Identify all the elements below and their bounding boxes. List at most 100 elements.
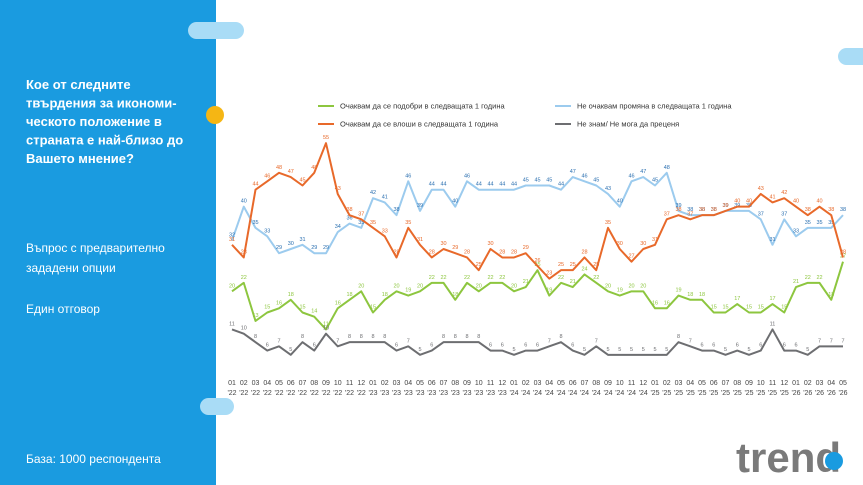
x-tick-label: '23 xyxy=(462,390,471,397)
data-label: 15 xyxy=(746,305,752,311)
x-tick-label: '24 xyxy=(521,390,530,397)
x-tick-label: '22 xyxy=(286,390,295,397)
x-tick-label: '24 xyxy=(533,390,542,397)
x-tick-label: '23 xyxy=(474,390,483,397)
data-label: 39 xyxy=(417,203,423,209)
x-tick-label: '24 xyxy=(603,390,612,397)
x-tick-label: '22 xyxy=(251,390,260,397)
data-label: 6 xyxy=(430,343,433,349)
x-tick-label: 10 xyxy=(475,380,483,387)
data-label: 5 xyxy=(418,347,421,353)
data-label: 34 xyxy=(335,224,341,230)
data-label: 40 xyxy=(734,199,740,205)
data-label: 30 xyxy=(440,241,446,247)
data-label: 6 xyxy=(700,343,703,349)
data-label: 8 xyxy=(477,334,480,340)
x-tick-label: 01 xyxy=(369,380,377,387)
x-tick-label: '26 xyxy=(815,390,824,397)
x-tick-label: 07 xyxy=(581,380,589,387)
x-tick-label: 06 xyxy=(287,380,295,387)
data-label: 46 xyxy=(581,173,587,179)
x-tick-label: 03 xyxy=(252,380,260,387)
x-tick-label: 04 xyxy=(545,380,553,387)
data-label: 43 xyxy=(758,186,764,192)
x-tick-label: '22 xyxy=(274,390,283,397)
data-label: 38 xyxy=(393,207,399,213)
data-label: 38 xyxy=(828,207,834,213)
data-label: 6 xyxy=(395,343,398,349)
logo-text: trend xyxy=(736,434,841,481)
data-label: 22 xyxy=(593,275,599,281)
data-label: 15 xyxy=(722,305,728,311)
data-label: 41 xyxy=(382,194,388,200)
data-label: 46 xyxy=(628,173,634,179)
data-label: 6 xyxy=(266,343,269,349)
x-tick-label: '22 xyxy=(345,390,354,397)
data-label: 8 xyxy=(371,334,374,340)
data-label: 15 xyxy=(299,305,305,311)
data-label: 7 xyxy=(689,338,692,344)
data-label: 5 xyxy=(724,347,727,353)
data-label: 15 xyxy=(781,305,787,311)
data-label: 55 xyxy=(323,135,329,141)
data-label: 30 xyxy=(617,241,623,247)
data-label: 21 xyxy=(523,279,529,285)
x-tick-label: '23 xyxy=(392,390,401,397)
x-tick-label: '26 xyxy=(791,390,800,397)
x-tick-label: '22 xyxy=(321,390,330,397)
x-tick-label: '24 xyxy=(592,390,601,397)
data-label: 7 xyxy=(595,338,598,344)
title-line: твърдения за икономи- xyxy=(26,96,177,111)
x-tick-label: 05 xyxy=(698,380,706,387)
x-tick-label: '25 xyxy=(721,390,730,397)
x-tick-label: 04 xyxy=(263,380,271,387)
data-label: 46 xyxy=(464,173,470,179)
data-label: 28 xyxy=(499,249,505,255)
x-tick-label: 03 xyxy=(675,380,683,387)
data-label: 8 xyxy=(677,334,680,340)
data-label: 7 xyxy=(548,338,551,344)
data-label: 15 xyxy=(264,305,270,311)
x-tick-label: 08 xyxy=(592,380,600,387)
data-label: 43 xyxy=(335,186,341,192)
x-tick-label: 08 xyxy=(451,380,459,387)
data-label: 22 xyxy=(440,275,446,281)
data-label: 22 xyxy=(429,275,435,281)
x-tick-label: 01 xyxy=(228,380,236,387)
data-label: 16 xyxy=(664,300,670,306)
data-label: 33 xyxy=(264,228,270,234)
x-tick-label: 09 xyxy=(463,380,471,387)
note: зададени опции xyxy=(26,261,116,275)
x-tick-label: '24 xyxy=(639,390,648,397)
x-tick-label: 03 xyxy=(816,380,824,387)
x-tick-label: 08 xyxy=(310,380,318,387)
note: Един отговор xyxy=(26,302,100,316)
data-label: 42 xyxy=(370,190,376,196)
x-tick-label: 03 xyxy=(393,380,401,387)
data-label: 6 xyxy=(313,343,316,349)
legend-label: Не очаквам промяна в следващата 1 година xyxy=(577,102,732,111)
x-tick-label: 02 xyxy=(240,380,248,387)
x-tick-label: 08 xyxy=(733,380,741,387)
x-tick-label: 02 xyxy=(804,380,812,387)
data-label: 20 xyxy=(417,283,423,289)
decor-pill xyxy=(188,22,244,39)
data-label: 26 xyxy=(534,258,540,264)
x-tick-label: 07 xyxy=(299,380,307,387)
series-line xyxy=(231,261,844,331)
x-tick-label: '24 xyxy=(627,390,636,397)
data-label: 29 xyxy=(323,245,329,251)
data-label: 11 xyxy=(770,321,776,327)
legend-label: Очаквам да се влоши в следващата 1 годин… xyxy=(340,120,499,129)
data-label: 30 xyxy=(640,241,646,247)
base-note: База: 1000 респондента xyxy=(26,452,161,466)
data-label: 20 xyxy=(640,283,646,289)
data-label: 28 xyxy=(464,249,470,255)
data-label: 8 xyxy=(348,334,351,340)
data-label: 28 xyxy=(511,249,517,255)
data-label: 36 xyxy=(346,216,352,222)
x-tick-label: '25 xyxy=(697,390,706,397)
data-label: 18 xyxy=(687,292,693,298)
data-label: 6 xyxy=(501,343,504,349)
